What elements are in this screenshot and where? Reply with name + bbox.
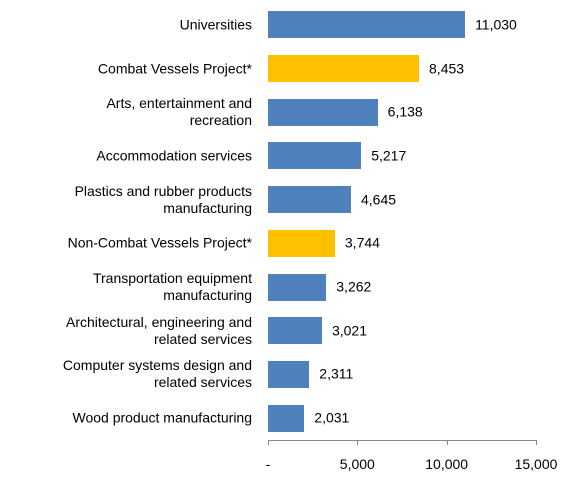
x-tick-label: 15,000 — [514, 456, 558, 472]
value-label: 3,021 — [331, 322, 368, 339]
x-tick-label: - — [265, 456, 271, 472]
bar — [268, 273, 327, 301]
x-tick-label: 5,000 — [339, 456, 375, 472]
category-label: Arts, entertainment and recreation — [106, 95, 252, 129]
bar — [268, 55, 420, 83]
axis-line — [268, 440, 537, 441]
bar — [268, 317, 322, 345]
bar — [268, 98, 378, 126]
value-label: 3,262 — [336, 278, 372, 295]
value-label: 2,031 — [314, 409, 350, 426]
category-label: Combat Vessels Project* — [97, 60, 252, 77]
bar — [268, 11, 466, 39]
tick-mark — [268, 440, 269, 445]
category-label: Wood product manufacturing — [72, 409, 252, 426]
value-label: 6,138 — [387, 103, 423, 120]
value-label: 3,744 — [344, 234, 380, 251]
tick-mark — [446, 440, 448, 445]
category-label: Universities — [179, 16, 252, 33]
value-label: 8,453 — [429, 60, 465, 77]
bar — [268, 186, 351, 214]
bar — [268, 360, 310, 388]
tick-mark — [536, 440, 537, 445]
category-label: Computer systems design and related serv… — [62, 357, 252, 391]
value-label: 11,030 — [475, 16, 517, 33]
value-label: 2,311 — [319, 365, 354, 382]
category-label: Transportation equipment manufacturing — [92, 270, 252, 304]
value-label: 4,645 — [360, 191, 397, 208]
x-tick-label: 10,000 — [425, 456, 469, 472]
value-label: 5,217 — [371, 147, 407, 164]
category-label: Non-Combat Vessels Project* — [67, 234, 252, 251]
category-label: Architectural, engineering and related s… — [65, 313, 252, 347]
bar — [268, 404, 305, 432]
category-label: Accommodation services — [96, 147, 252, 164]
tick-mark — [357, 440, 359, 445]
bar — [268, 142, 362, 170]
bar — [268, 229, 335, 257]
category-label: Plastics and rubber products manufacturi… — [74, 182, 252, 216]
